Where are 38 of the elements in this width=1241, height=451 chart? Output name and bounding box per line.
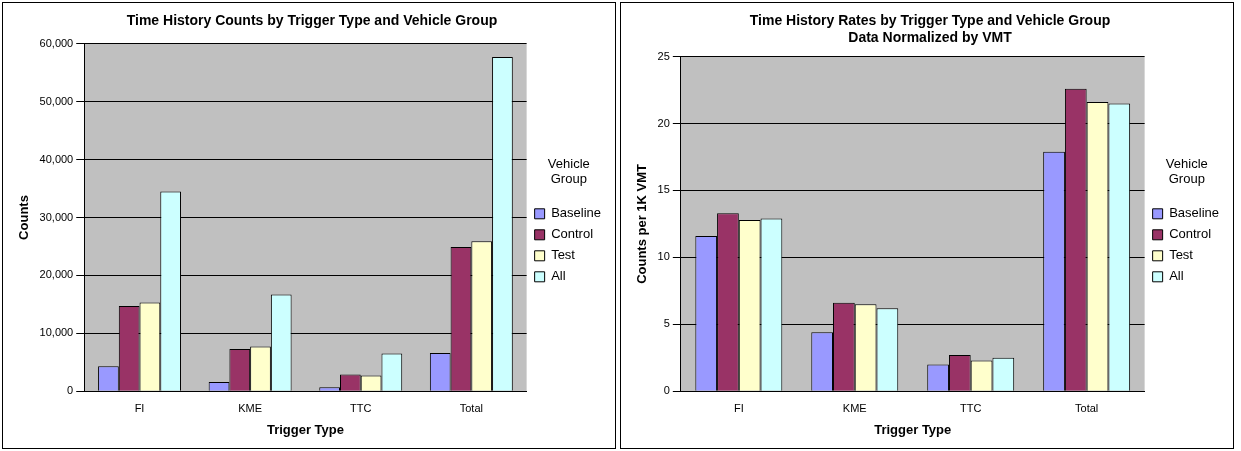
legend-label: All [551,268,566,284]
x-tick-label: Total [459,401,483,414]
chart-title: Time History Rates by Trigger Type and Vehicle Group [749,12,1111,29]
y-tick-label: 20,000 [39,268,74,281]
y-tick-label: 20 [657,116,670,129]
y-tick-label: 10,000 [39,326,74,339]
y-tick-label: 0 [67,384,74,397]
y-axis-title: Counts [16,195,32,240]
legend-label: All [1169,268,1184,284]
y-axis-title: Counts per 1K VMT [634,163,650,284]
x-tick-label: KME [842,401,867,414]
x-tick-label: FI [134,401,145,414]
legend-label: Control [551,226,594,242]
y-tick-label: 30,000 [39,210,74,223]
legend-title: Vehicle Group [547,155,590,187]
x-tick-label: TTC [350,401,372,414]
y-tick-label: 25 [657,49,670,62]
y-tick-label: 50,000 [39,94,74,107]
legend-label: Test [1169,247,1194,263]
y-tick-label: 15 [657,183,670,196]
chart-title: Time History Counts by Trigger Type and Vehicle Group [126,12,498,29]
y-tick-label: 10 [657,250,670,263]
chart-subtitle: Data Normalized by VMT [848,29,1013,46]
legend-label: Control [1169,226,1212,242]
x-axis-title: Trigger Type [266,421,344,437]
legend-label: Test [551,247,576,263]
legend-label: Baseline [551,205,602,221]
y-tick-label: 60,000 [39,36,74,49]
legend-title: Vehicle Group [1165,155,1208,187]
x-tick-label: KME [238,401,263,414]
x-tick-label: FI [733,401,744,414]
legend-label: Baseline [1169,205,1220,221]
x-tick-label: TTC [960,401,982,414]
x-axis-title: Trigger Type [874,421,952,437]
y-tick-label: 40,000 [39,152,74,165]
y-tick-label: 5 [663,317,670,330]
y-tick-label: 0 [663,384,670,397]
x-tick-label: Total [1075,401,1099,414]
